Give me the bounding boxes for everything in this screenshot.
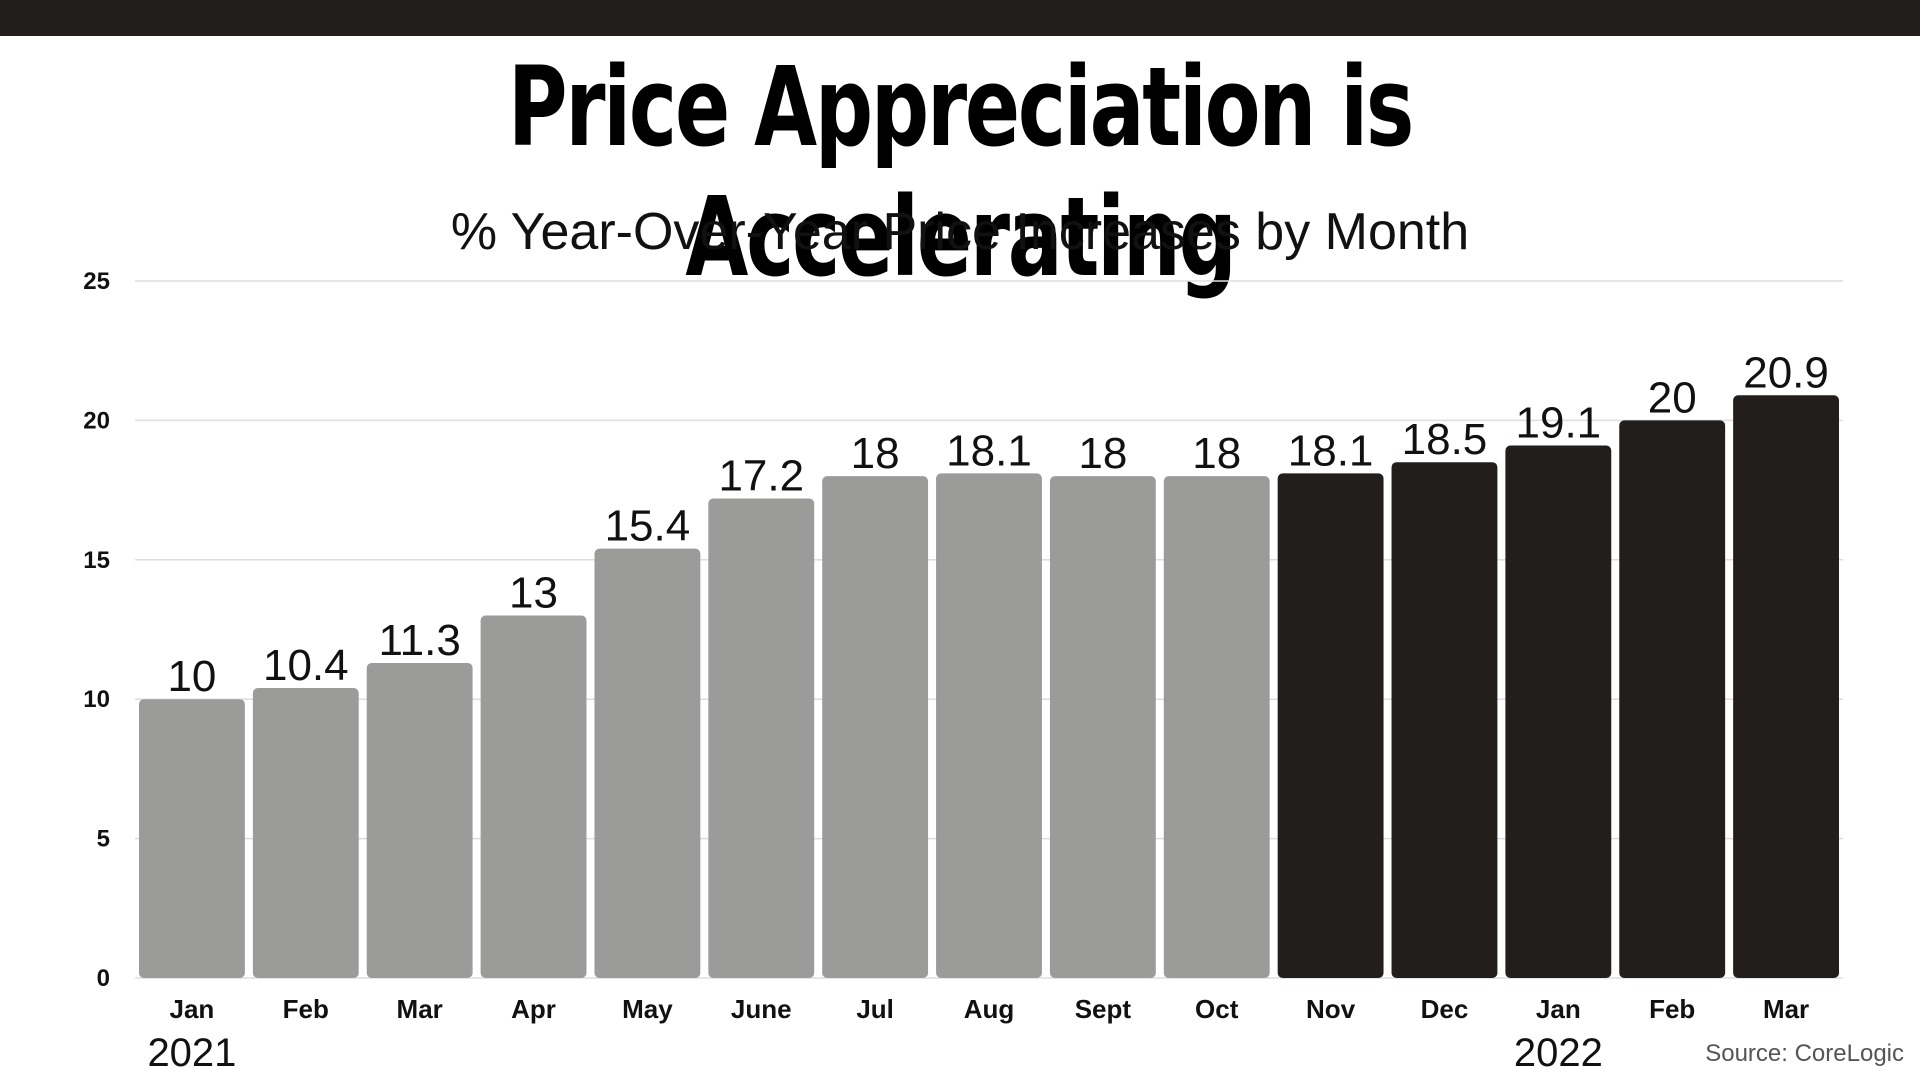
bar-jan-2022 (1505, 445, 1612, 978)
bar-value-label: 18 (851, 429, 900, 478)
bar-value-label: 15.4 (605, 502, 691, 551)
bar-value-label: 18.5 (1402, 415, 1488, 464)
bar-value-label: 18.1 (1288, 426, 1374, 475)
bars (139, 395, 1839, 979)
x-category-label: June (731, 994, 792, 1024)
x-category-label: Mar (1763, 994, 1809, 1024)
bar-feb-2022 (1619, 420, 1726, 978)
chart-subtitle: % Year-Over-Year Price Increases by Mont… (450, 203, 1470, 261)
y-tick-label: 20 (83, 407, 110, 434)
y-tick-label: 0 (97, 965, 110, 992)
bar-value-label: 11.3 (378, 616, 460, 665)
bar-value-label: 10 (167, 652, 216, 701)
bar-may-2021 (594, 548, 701, 978)
x-category-label: Aug (964, 994, 1015, 1024)
year-label: 2022 (1514, 1031, 1603, 1075)
year-label: 2021 (147, 1031, 236, 1075)
x-category-label: Jan (170, 994, 215, 1024)
x-category-label: Jan (1536, 994, 1581, 1024)
x-category-label: May (622, 994, 673, 1024)
bar-june-2021 (708, 498, 815, 978)
bar-apr-2021 (480, 615, 587, 978)
chart-title: Price Appreciation is Accelerating (507, 43, 1414, 301)
x-category-label: Mar (397, 994, 443, 1024)
bar-jan-2021 (139, 699, 245, 978)
x-category-label: Nov (1306, 994, 1356, 1024)
year-labels: 2021 2022 (147, 1031, 1602, 1075)
top-bar (0, 0, 1920, 36)
bar-value-label: 19.1 (1516, 398, 1602, 447)
bar-value-label: 17.2 (718, 451, 804, 500)
bar-value-label: 10.4 (263, 641, 349, 690)
value-labels: 10 10.4 11.3 13 15.4 17.2 18 18.1 18 18 18.1 18.5 19… (167, 348, 1828, 701)
bar-value-label: 20 (1648, 373, 1697, 422)
x-category-label: Dec (1421, 994, 1469, 1024)
y-tick-label: 15 (83, 547, 110, 574)
y-tick-label: 10 (83, 686, 110, 713)
x-category-label: Jul (856, 994, 894, 1024)
bar-sept-2021 (1049, 476, 1156, 978)
bar-value-label: 20.9 (1743, 348, 1829, 397)
x-category-label: Apr (511, 994, 556, 1024)
bar-mar-2022 (1733, 395, 1839, 979)
bar-dec-2022 (1391, 462, 1498, 979)
bar-value-label: 18.1 (946, 426, 1032, 475)
bar-jul-2021 (822, 476, 929, 978)
bar-feb-2021 (252, 688, 359, 978)
y-tick-label: 5 (97, 826, 110, 853)
y-tick-label: 25 (83, 268, 110, 295)
x-category-label: Oct (1195, 994, 1239, 1024)
bar-mar-2021 (366, 662, 473, 978)
y-axis-ticks: 0 5 10 15 20 25 (83, 268, 110, 992)
bar-oct-2021 (1163, 476, 1270, 978)
bar-value-label: 13 (509, 569, 558, 618)
category-labels: Jan Feb Mar Apr May June Jul Aug Sept Oct Nov Dec Ja… (170, 994, 1810, 1024)
x-category-label: Sept (1075, 994, 1132, 1024)
source-note: Source: CoreLogic (1705, 1040, 1904, 1067)
bar-nov-2022 (1277, 473, 1384, 978)
bar-aug-2021 (936, 473, 1042, 978)
x-category-label: Feb (283, 994, 329, 1024)
bar-value-label: 18 (1078, 429, 1127, 478)
x-category-label: Feb (1649, 994, 1695, 1024)
bar-value-label: 18 (1192, 429, 1241, 478)
